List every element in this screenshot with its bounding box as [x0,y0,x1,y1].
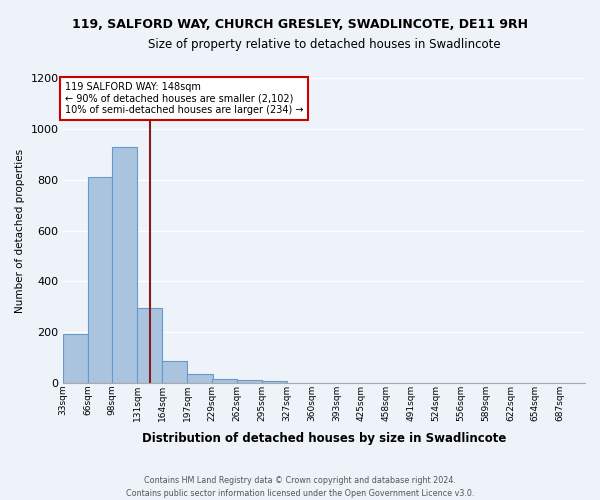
Bar [88,177,113,383]
Bar [262,380,287,383]
Bar [163,361,187,383]
Text: 119 SALFORD WAY: 148sqm
← 90% of detached houses are smaller (2,102)
10% of semi: 119 SALFORD WAY: 148sqm ← 90% of detache… [65,82,304,115]
Bar [63,334,88,383]
X-axis label: Distribution of detached houses by size in Swadlincote: Distribution of detached houses by size … [142,432,506,445]
Title: Size of property relative to detached houses in Swadlincote: Size of property relative to detached ho… [148,38,500,51]
Text: 119, SALFORD WAY, CHURCH GRESLEY, SWADLINCOTE, DE11 9RH: 119, SALFORD WAY, CHURCH GRESLEY, SWADLI… [72,18,528,30]
Bar [137,308,163,383]
Bar [112,146,137,383]
Bar [212,378,237,383]
Bar [237,380,262,383]
Y-axis label: Number of detached properties: Number of detached properties [15,148,25,312]
Text: Contains HM Land Registry data © Crown copyright and database right 2024.
Contai: Contains HM Land Registry data © Crown c… [126,476,474,498]
Bar [187,374,212,383]
